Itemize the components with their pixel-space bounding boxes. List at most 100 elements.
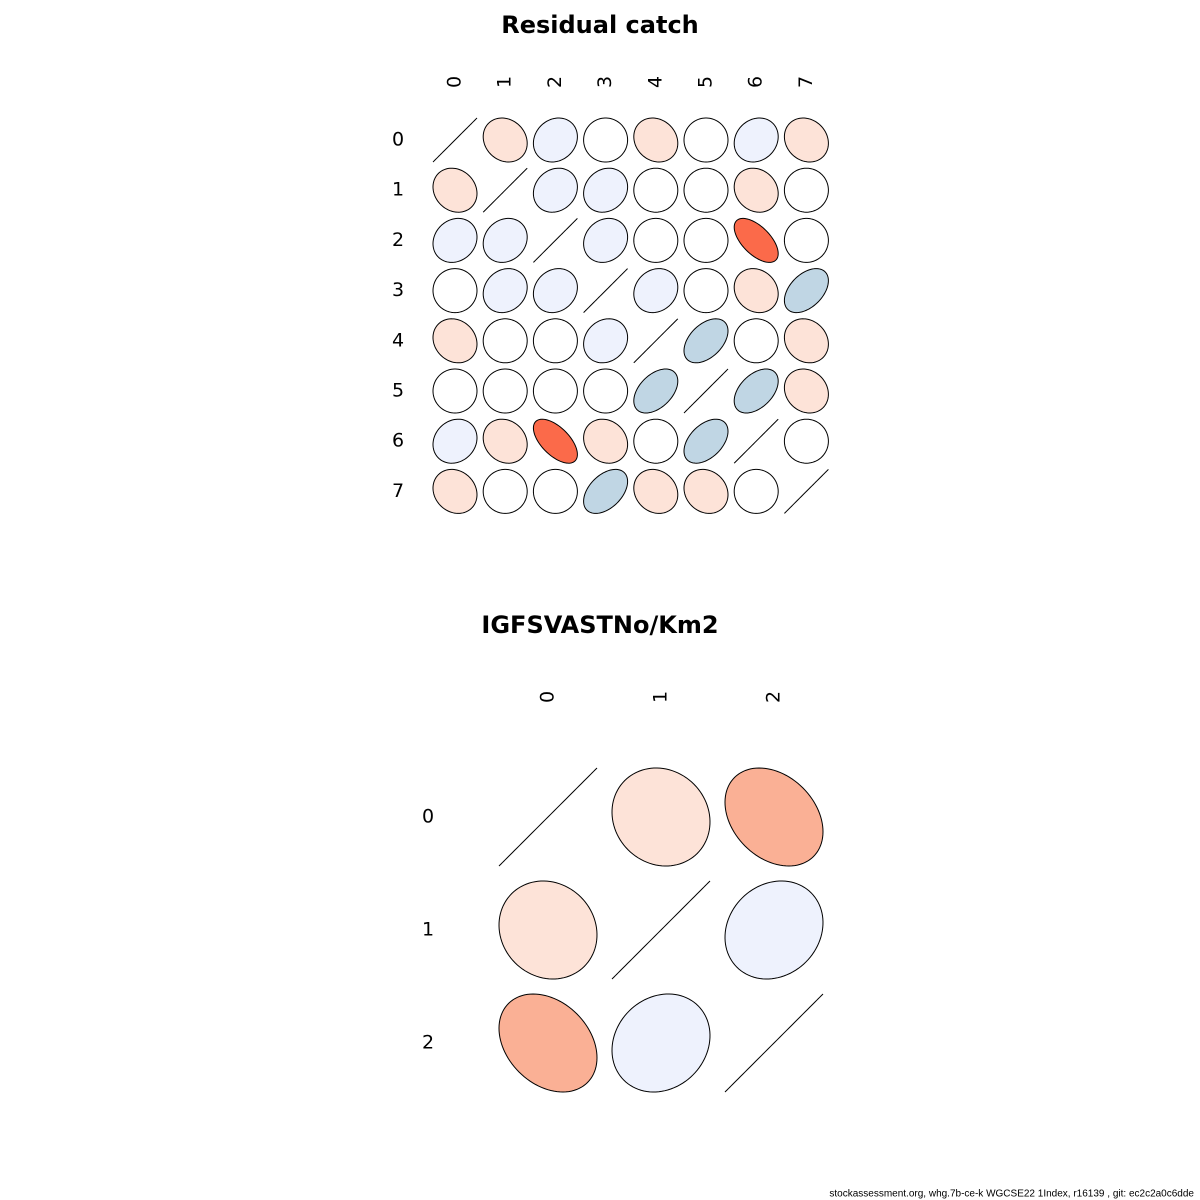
diagonal xyxy=(683,368,729,414)
column-label: 7 xyxy=(795,76,817,88)
ellipse xyxy=(733,167,779,213)
diagonal xyxy=(784,469,829,514)
ellipse xyxy=(633,468,679,514)
ellipse xyxy=(683,468,729,514)
ellipse xyxy=(532,268,578,314)
row-label: 4 xyxy=(392,329,404,351)
diagonal xyxy=(432,117,478,163)
column-label: 6 xyxy=(745,76,767,88)
row-label: 2 xyxy=(392,229,404,251)
row-label: 3 xyxy=(392,279,404,301)
ellipse xyxy=(683,418,729,464)
chart-title: Residual catch xyxy=(501,11,699,39)
ellipse xyxy=(583,368,629,414)
ellipse xyxy=(583,418,629,464)
footer: stockassessment.org, whg.7b-ce-k WGCSE22… xyxy=(829,1189,1194,1200)
ellipse xyxy=(633,268,679,314)
ellipse xyxy=(482,117,528,163)
ellipse xyxy=(783,268,829,314)
ellipse xyxy=(733,268,779,314)
ellipse xyxy=(432,268,478,314)
ellipse xyxy=(482,468,528,514)
ellipse xyxy=(498,993,598,1093)
ellipse xyxy=(633,418,679,464)
column-label: 3 xyxy=(594,76,616,88)
row-label: 7 xyxy=(392,480,404,502)
ellipse xyxy=(683,217,729,263)
diagonal xyxy=(498,767,598,867)
row-label: 5 xyxy=(392,380,404,402)
diagonal xyxy=(633,318,679,364)
ellipse xyxy=(733,468,779,514)
ellipse xyxy=(532,468,578,514)
ellipse xyxy=(583,217,629,263)
ellipse xyxy=(683,117,729,163)
column-label: 1 xyxy=(650,691,672,703)
column-label: 0 xyxy=(537,691,559,703)
ellipse xyxy=(733,217,779,263)
ellipse xyxy=(783,418,829,464)
ellipse xyxy=(432,418,478,464)
ellipse xyxy=(532,117,578,163)
row-label: 0 xyxy=(422,806,434,828)
ellipse xyxy=(783,167,829,213)
ellipse xyxy=(532,167,578,213)
ellipse xyxy=(633,117,679,163)
ellipse xyxy=(783,117,829,163)
ellipse xyxy=(498,880,598,980)
ellipse xyxy=(432,167,478,213)
ellipse xyxy=(724,767,824,867)
ellipse xyxy=(783,368,829,414)
ellipse xyxy=(432,368,478,414)
ellipse xyxy=(724,880,824,980)
ellipse xyxy=(611,767,711,867)
column-label: 4 xyxy=(644,76,666,88)
column-label: 0 xyxy=(444,76,466,88)
ellipse xyxy=(482,268,528,314)
ellipse xyxy=(583,167,629,213)
diagonal xyxy=(482,167,528,213)
ellipse xyxy=(783,217,829,263)
ellipse xyxy=(532,418,578,464)
diagonal xyxy=(583,268,628,313)
ellipse xyxy=(633,167,679,213)
ellipse xyxy=(583,318,629,364)
column-label: 5 xyxy=(695,76,717,88)
diagonal xyxy=(724,993,824,1093)
ellipse xyxy=(583,117,629,163)
ellipse xyxy=(482,418,528,464)
column-label: 2 xyxy=(544,76,566,88)
ellipse xyxy=(683,167,729,213)
ellipse xyxy=(733,368,779,414)
ellipse xyxy=(482,368,528,414)
ellipse xyxy=(783,318,829,364)
ellipse xyxy=(482,318,528,364)
ellipse xyxy=(633,217,679,263)
row-label: 2 xyxy=(422,1032,434,1054)
ellipse xyxy=(432,468,478,514)
ellipse xyxy=(482,217,528,263)
column-label: 1 xyxy=(494,76,516,88)
ellipse xyxy=(733,117,779,163)
row-label: 1 xyxy=(422,919,434,941)
ellipse xyxy=(532,368,578,414)
diagonal xyxy=(533,218,578,263)
diagonal xyxy=(611,880,711,980)
chart-title: IGFSVASTNo/Km2 xyxy=(481,611,718,639)
ellipse xyxy=(633,368,679,414)
ellipse xyxy=(683,318,729,364)
ellipse xyxy=(432,318,478,364)
row-label: 0 xyxy=(392,129,404,151)
row-label: 6 xyxy=(392,430,404,452)
ellipse xyxy=(532,318,578,364)
diagonal xyxy=(733,418,779,464)
ellipse xyxy=(432,217,478,263)
column-label: 2 xyxy=(763,691,785,703)
row-label: 1 xyxy=(392,179,404,201)
ellipse xyxy=(611,993,711,1093)
ellipse xyxy=(583,468,629,514)
ellipse xyxy=(683,268,729,314)
ellipse xyxy=(733,318,779,364)
